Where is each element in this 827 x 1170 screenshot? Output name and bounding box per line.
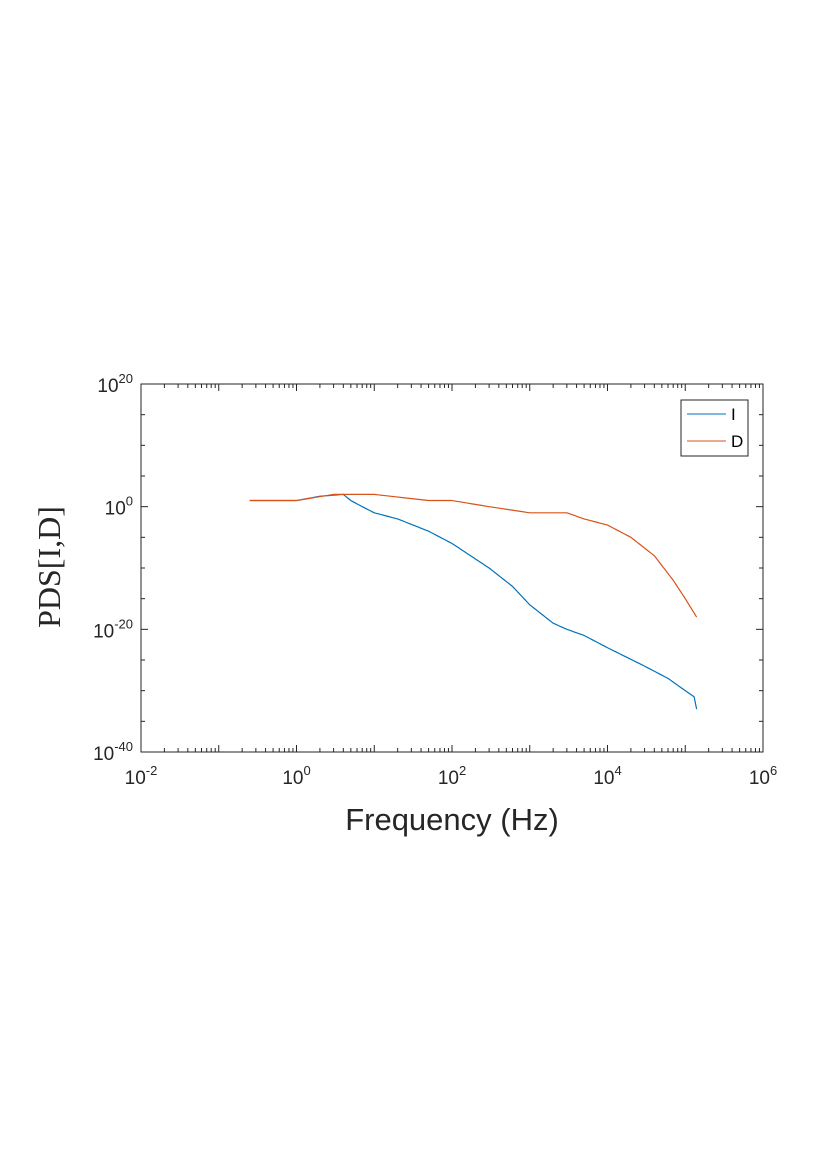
y-tick-label: 100 bbox=[105, 494, 133, 520]
axis-ticks bbox=[140, 383, 764, 753]
series-line-i bbox=[249, 493, 698, 710]
x-axis-label: Frequency (Hz) bbox=[345, 802, 559, 837]
series-lines bbox=[249, 493, 698, 710]
y-tick-label: 10-20 bbox=[93, 616, 133, 642]
y-tick-label: 10-40 bbox=[93, 739, 133, 765]
legend-box bbox=[680, 399, 749, 457]
plot-frame bbox=[140, 383, 764, 753]
x-tick-label: 104 bbox=[593, 763, 621, 789]
series-line-d bbox=[249, 493, 698, 618]
x-tick-label: 100 bbox=[282, 763, 310, 789]
x-tick-label: 10-2 bbox=[125, 763, 158, 789]
plot-area bbox=[141, 384, 763, 752]
legend-label-i: I bbox=[731, 405, 736, 424]
x-tick-label: 106 bbox=[749, 763, 777, 789]
axis-tick-labels: 10-2 100 102 104 106 10-40 10-20 100 1020 bbox=[93, 371, 777, 789]
legend: I D bbox=[680, 399, 749, 457]
legend-label-d: D bbox=[731, 432, 743, 451]
x-tick-label: 102 bbox=[438, 763, 466, 789]
y-axis-label: PDS[I,D] bbox=[31, 506, 67, 628]
y-tick-label: 1020 bbox=[97, 371, 133, 397]
